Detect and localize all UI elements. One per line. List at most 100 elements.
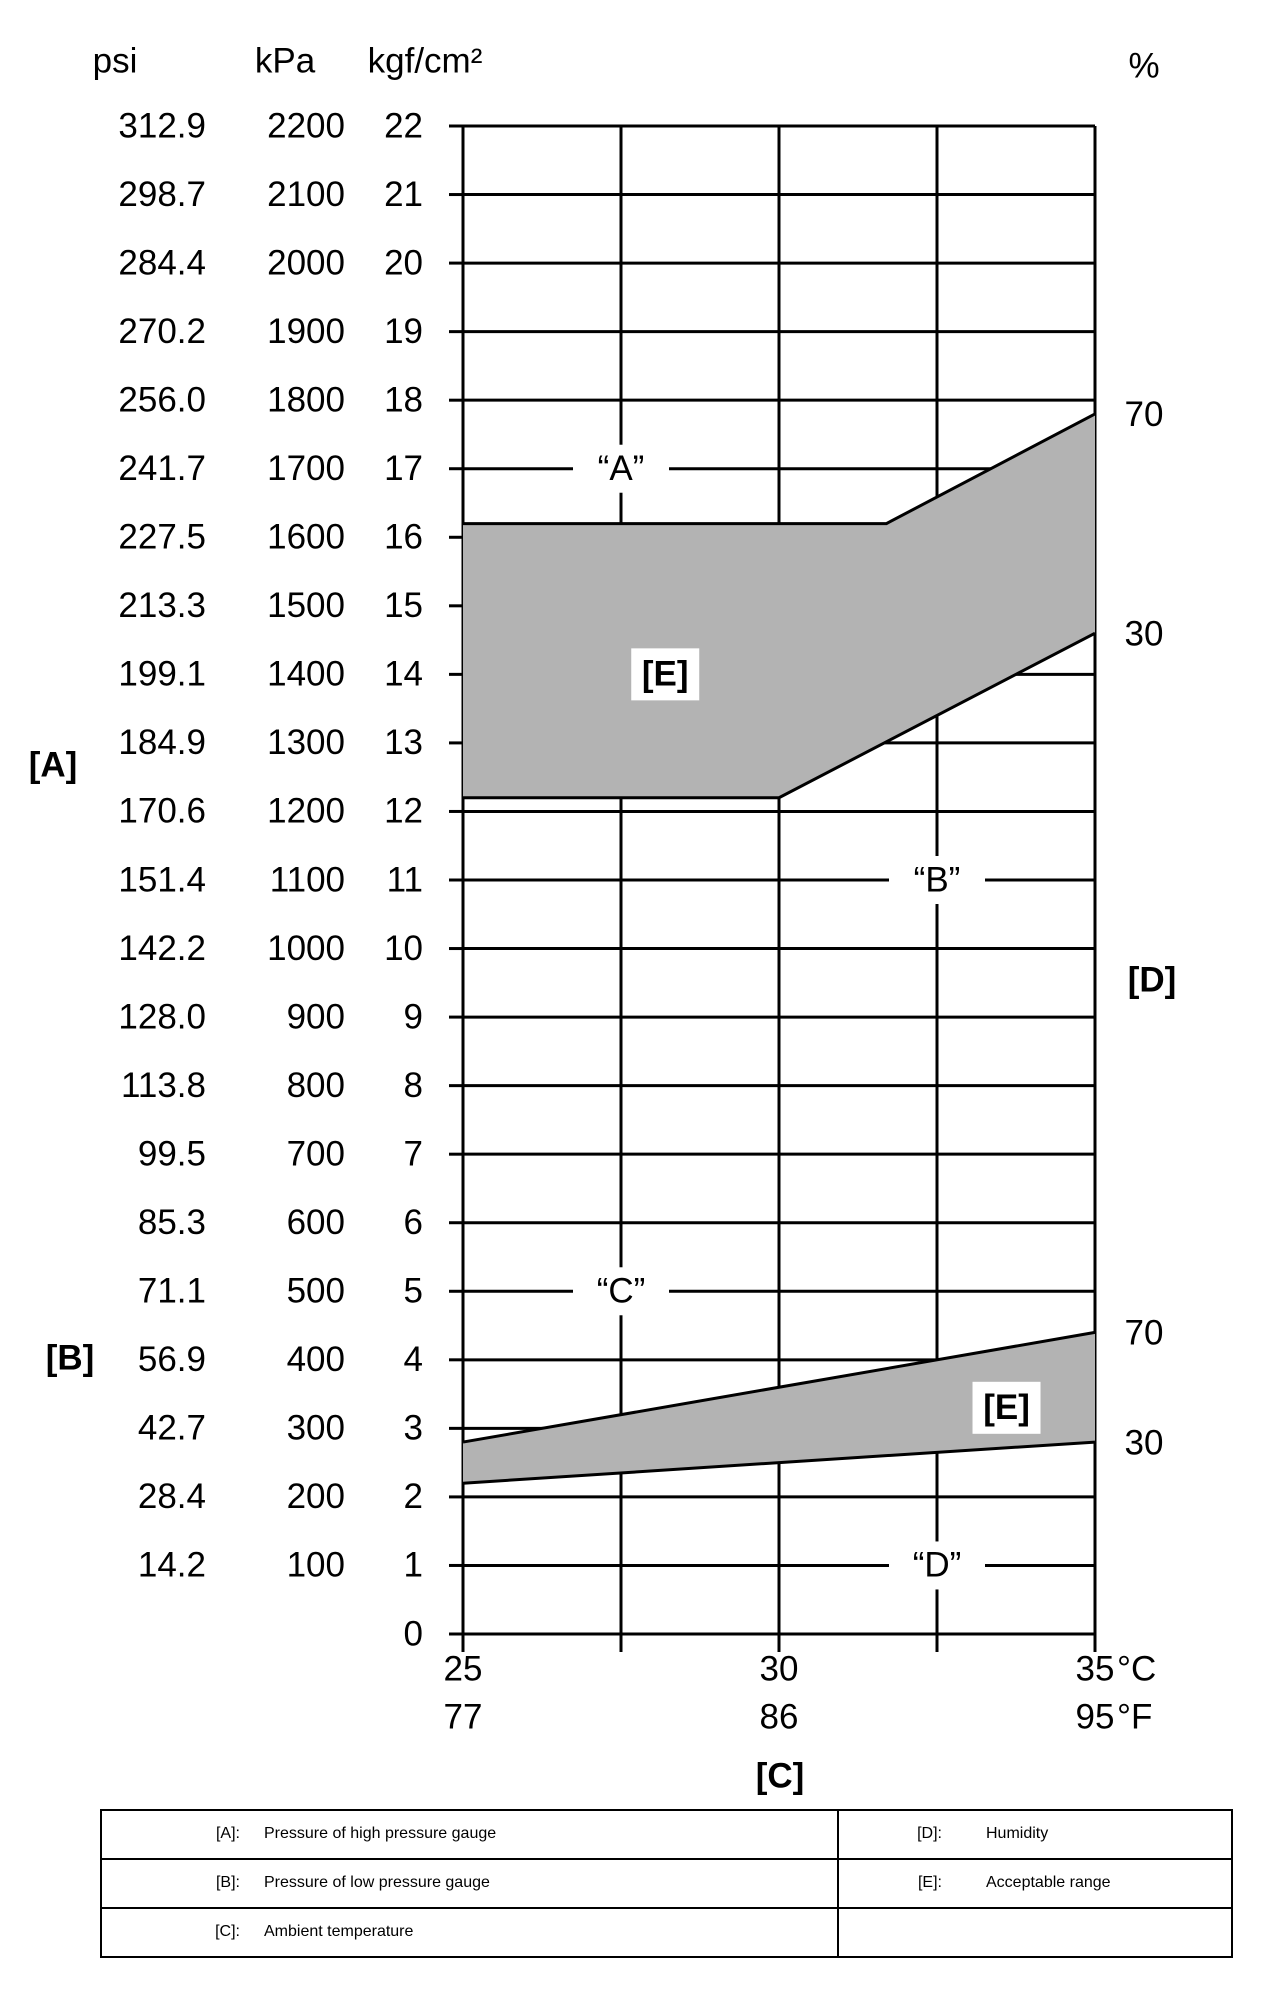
y-tick-label: 7 (404, 1134, 423, 1173)
psi-tick-label: 170.6 (118, 792, 206, 831)
kpa-tick-label: 300 (287, 1409, 345, 1448)
band-label: [E] (642, 655, 689, 694)
y-tick-label: 1 (404, 1546, 423, 1585)
band-label-bg (631, 648, 700, 701)
y-tick-label: 11 (387, 860, 423, 899)
band-edge (463, 631, 1096, 800)
x-unit-f: °F (1117, 1697, 1152, 1736)
psi-tick-label: 28.4 (138, 1477, 206, 1516)
annotation: “B” (914, 860, 961, 899)
y-tick-label: 19 (384, 312, 423, 351)
table-key: [B]: (216, 1874, 240, 1891)
kpa-tick-label: 700 (287, 1134, 345, 1173)
kpa-tick-label: 2100 (267, 175, 345, 214)
kpa-tick-label: 900 (287, 997, 345, 1036)
kpa-tick-label: 1300 (267, 723, 345, 762)
psi-tick-label: 227.5 (118, 518, 206, 557)
table-key: [C]: (215, 1923, 240, 1940)
kpa-tick-label: 1700 (267, 449, 345, 488)
annotation: “A” (598, 449, 645, 488)
kpa-tick-label: 1800 (267, 380, 345, 419)
table-key: [E]: (918, 1874, 942, 1891)
psi-tick-label: 270.2 (118, 312, 206, 351)
psi-tick-label: 99.5 (138, 1134, 206, 1173)
x-tick-label-f: 95 (1076, 1697, 1115, 1736)
humidity-label: 70 (1125, 1314, 1164, 1353)
x-tick-label: 25 (444, 1649, 483, 1688)
annotation: “D” (913, 1546, 962, 1585)
kpa-tick-label: 1400 (267, 655, 345, 694)
table-text: Pressure of low pressure gauge (264, 1874, 490, 1891)
header-kgf: kgf/cm² (368, 41, 483, 80)
y-tick-label: 8 (404, 1066, 423, 1105)
x-tick-label-f: 77 (444, 1697, 483, 1736)
y-tick-label: 14 (384, 655, 423, 694)
psi-tick-label: 312.9 (118, 106, 206, 145)
psi-tick-label: 71.1 (138, 1272, 206, 1311)
psi-tick-label: 199.1 (118, 655, 206, 694)
x-unit: °C (1117, 1649, 1156, 1688)
y-tick-label: 17 (384, 449, 423, 488)
annotation-bg (573, 444, 669, 493)
y-tick-label: 9 (404, 997, 423, 1036)
band-area (463, 413, 1095, 798)
table-border (100, 1809, 1233, 1958)
annotation-bg (889, 1541, 985, 1590)
y-tick-label: 4 (404, 1340, 423, 1379)
humidity-label: 70 (1125, 395, 1164, 434)
bands (463, 413, 1095, 1484)
labels: 70 30 70 30 (462, 395, 1164, 1485)
axis-label-b: [B] (46, 1338, 95, 1377)
kpa-tick-label: 1900 (267, 312, 345, 351)
band-label-bg (972, 1381, 1041, 1434)
y-tick-label: 15 (384, 586, 423, 625)
y-tick-label: 3 (404, 1409, 423, 1448)
y-tick-label: 6 (404, 1203, 423, 1242)
band-area (463, 1332, 1095, 1484)
y-tick-label: 2 (404, 1477, 423, 1516)
table-key: [A]: (216, 1825, 240, 1842)
band-edge (462, 1330, 1096, 1444)
kpa-tick-label: 1000 (267, 929, 345, 968)
table-text: Ambient temperature (264, 1923, 414, 1940)
kpa-tick-label: 2000 (267, 243, 345, 282)
y-tick-label: 18 (384, 380, 423, 419)
humidity-label: 30 (1125, 1423, 1164, 1462)
table-text: Pressure of high pressure gauge (264, 1825, 496, 1842)
x-tick-label: 35 (1076, 1649, 1115, 1688)
table-key: [D]: (917, 1825, 942, 1842)
humidity-label: 30 (1125, 614, 1164, 653)
psi-tick-label: 184.9 (118, 723, 206, 762)
kpa-tick-label: 1600 (267, 518, 345, 557)
band-label: [E] (983, 1388, 1030, 1427)
psi-tick-label: 213.3 (118, 586, 206, 625)
annotation: “C” (597, 1272, 646, 1311)
kpa-tick-label: 400 (287, 1340, 345, 1379)
legend-table (100, 1809, 1233, 1958)
psi-tick-label: 256.0 (118, 380, 206, 419)
psi-tick-label: 113.8 (121, 1066, 206, 1105)
psi-tick-label: 14.2 (138, 1546, 206, 1585)
y-tick-label: 16 (384, 518, 423, 557)
axis-label-a: [A] (29, 745, 78, 784)
header-psi: psi (93, 41, 138, 80)
annotation-bg (889, 856, 985, 904)
y-tick-label: 13 (384, 723, 423, 762)
kpa-tick-label: 200 (287, 1477, 345, 1516)
psi-tick-label: 56.9 (138, 1340, 206, 1379)
psi-tick-label: 241.7 (118, 449, 206, 488)
kpa-tick-label: 2200 (267, 106, 345, 145)
y-tick-label: 0 (404, 1614, 423, 1653)
kpa-tick-label: 1200 (267, 792, 345, 831)
y-tick-label: 21 (384, 175, 423, 214)
kpa-tick-label: 100 (287, 1546, 345, 1585)
header-kpa: kPa (255, 41, 316, 80)
band-edge (463, 412, 1096, 526)
y-tick-label: 20 (384, 243, 423, 282)
psi-tick-label: 298.7 (118, 175, 206, 214)
kpa-tick-label: 1100 (270, 860, 345, 899)
axis-label-d: [D] (1128, 960, 1177, 999)
axis-label-c: [C] (756, 1756, 805, 1795)
y-tick-label: 10 (384, 929, 423, 968)
